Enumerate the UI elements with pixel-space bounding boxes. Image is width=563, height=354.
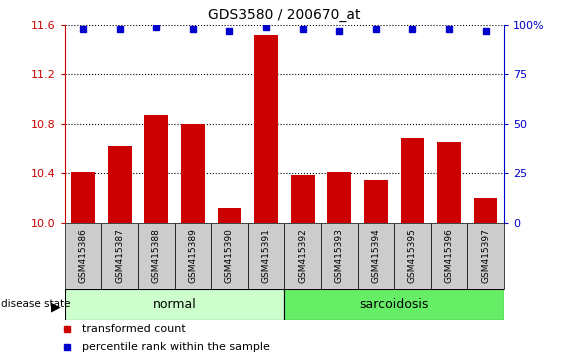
Text: ▶: ▶ [51,301,61,314]
Bar [284,289,504,320]
Title: GDS3580 / 200670_at: GDS3580 / 200670_at [208,8,360,22]
Text: sarcoidosis: sarcoidosis [359,298,429,311]
Bar [248,223,284,289]
Bar [284,223,321,289]
Text: GSM415394: GSM415394 [372,228,380,283]
Text: disease state: disease state [1,299,70,309]
Text: GSM415390: GSM415390 [225,228,234,283]
Bar [400,137,425,223]
Bar [254,35,278,223]
Text: GSM415393: GSM415393 [335,228,343,283]
Bar [437,142,461,223]
Text: GSM415389: GSM415389 [189,228,197,283]
Text: transformed count: transformed count [82,324,186,334]
Text: GSM415392: GSM415392 [298,228,307,283]
Text: GSM415387: GSM415387 [115,228,124,283]
Bar [65,289,284,320]
Bar [175,223,211,289]
Bar [467,223,504,289]
Text: GSM415386: GSM415386 [79,228,87,283]
Bar [291,175,315,223]
Bar [321,223,358,289]
Text: GSM415396: GSM415396 [445,228,453,283]
Text: normal: normal [153,298,196,311]
Bar [101,223,138,289]
Bar [181,124,205,223]
Bar [217,208,242,223]
Bar [364,180,388,223]
Bar [65,223,101,289]
Text: GSM415388: GSM415388 [152,228,160,283]
Bar [327,172,351,223]
Bar [108,146,132,223]
Text: percentile rank within the sample: percentile rank within the sample [82,342,270,352]
Bar [138,223,175,289]
Bar [144,115,168,223]
Bar [211,223,248,289]
Text: GSM415391: GSM415391 [262,228,270,283]
Bar [473,198,498,223]
Bar [431,223,467,289]
Bar [394,223,431,289]
Bar [71,172,95,223]
Text: GSM415397: GSM415397 [481,228,490,283]
Bar [358,223,394,289]
Text: GSM415395: GSM415395 [408,228,417,283]
